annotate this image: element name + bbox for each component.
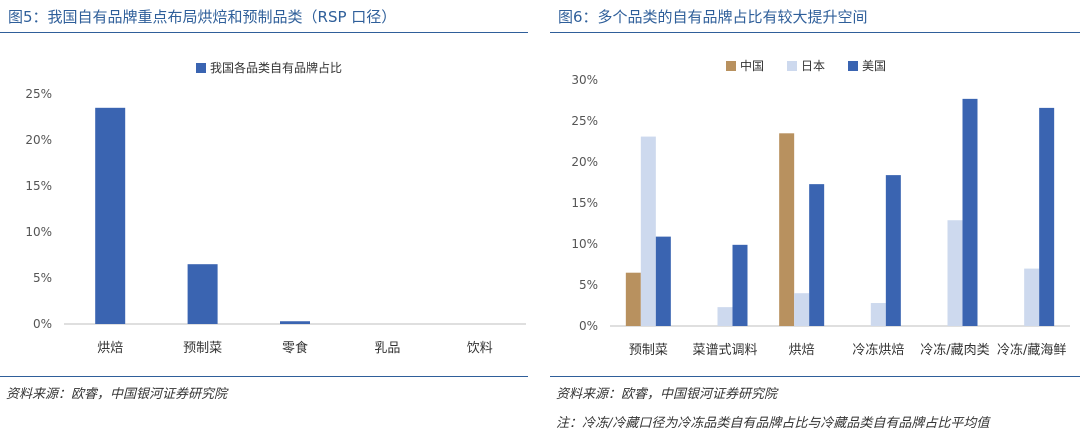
x-tick-label: 冷冻/藏肉类 bbox=[920, 342, 989, 358]
y-tick-label: 25% bbox=[25, 87, 52, 101]
title-divider bbox=[550, 32, 1080, 33]
figure-5-title: 图5：我国自有品牌重点布局烘焙和预制品类（RSP 口径） bbox=[8, 8, 397, 26]
legend-label: 日本 bbox=[801, 59, 825, 73]
y-tick-label: 20% bbox=[25, 133, 52, 147]
x-tick-label: 冷冻/藏海鲜 bbox=[997, 342, 1066, 358]
bar bbox=[779, 133, 795, 326]
x-tick-label: 冷冻烘焙 bbox=[852, 342, 904, 358]
source-divider bbox=[550, 376, 1080, 377]
x-tick-label: 饮料 bbox=[467, 341, 493, 356]
legend-swatch bbox=[787, 61, 797, 71]
y-tick-label: 0% bbox=[33, 317, 52, 331]
x-tick-label: 烘焙 bbox=[97, 341, 123, 356]
y-tick-label: 15% bbox=[25, 179, 52, 193]
y-tick-label: 5% bbox=[579, 278, 598, 292]
chart-private-label-share-china: 0% 5% 10% 15% 20% 25% 烘焙 预制菜 零食 乳品 饮料 我国各品类自有品牌占比 bbox=[25, 60, 526, 356]
y-tick-label: 10% bbox=[571, 237, 598, 251]
legend-swatch bbox=[196, 63, 206, 73]
title-divider bbox=[0, 32, 528, 33]
legend-label: 中国 bbox=[740, 58, 764, 73]
x-tick-label: 预制菜 bbox=[183, 341, 222, 356]
bar bbox=[655, 236, 671, 326]
bar bbox=[947, 220, 963, 326]
figure-6-panel: 图6：多个品类的自有品牌占比有较大提升空间 0% 5% 10% 15% 20% 25% 30… bbox=[550, 0, 1080, 440]
bar bbox=[732, 244, 748, 326]
y-tick-label: 20% bbox=[571, 155, 598, 169]
y-tick-label: 30% bbox=[571, 73, 598, 87]
note-text: 注：冷冻/冷藏口径为冷冻品类自有品牌占比与冷藏品类自有品牌占比平均值 bbox=[556, 416, 990, 431]
y-tick-label: 10% bbox=[25, 225, 52, 239]
x-tick-label: 零食 bbox=[282, 340, 308, 356]
y-tick-label: 5% bbox=[33, 271, 52, 285]
x-tick-label: 烘焙 bbox=[789, 343, 815, 358]
bar bbox=[809, 184, 825, 326]
legend-swatch bbox=[848, 61, 858, 71]
y-tick-label: 25% bbox=[571, 114, 598, 128]
x-tick-label: 预制菜 bbox=[629, 343, 668, 358]
bar bbox=[1039, 107, 1055, 326]
bar bbox=[280, 321, 310, 324]
bar bbox=[870, 303, 886, 326]
bar bbox=[187, 264, 218, 324]
figure-5-panel: 图5：我国自有品牌重点布局烘焙和预制品类（RSP 口径） 0% 5% 10% 15% 2… bbox=[0, 0, 528, 440]
legend-label: 美国 bbox=[862, 59, 886, 73]
bar bbox=[625, 272, 641, 326]
bar bbox=[962, 98, 978, 326]
chart-private-label-share-compare: 0% 5% 10% 15% 20% 25% 30% 预制菜 菜谱式调料 烘焙 冷冻烘焙 冷冻/藏肉类冷… bbox=[571, 58, 1070, 358]
bar bbox=[717, 307, 733, 326]
legend-label: 我国各品类自有品牌占比 bbox=[210, 60, 342, 75]
x-tick-label: 乳品 bbox=[374, 341, 400, 356]
y-tick-label: 0% bbox=[579, 319, 598, 333]
bar bbox=[95, 107, 126, 324]
x-tick-label: 菜谱式调料 bbox=[692, 343, 757, 358]
source-divider bbox=[0, 376, 528, 377]
y-tick-label: 15% bbox=[571, 196, 598, 210]
legend-swatch bbox=[726, 61, 736, 71]
source-text: 资料来源：欧睿，中国银河证券研究院 bbox=[556, 387, 778, 402]
source-text: 资料来源：欧睿，中国银河证券研究院 bbox=[6, 387, 228, 402]
bar bbox=[1024, 268, 1040, 326]
bar bbox=[885, 175, 901, 326]
bar bbox=[640, 136, 656, 326]
bar bbox=[794, 293, 810, 326]
figure-6-title: 图6：多个品类的自有品牌占比有较大提升空间 bbox=[558, 8, 868, 26]
